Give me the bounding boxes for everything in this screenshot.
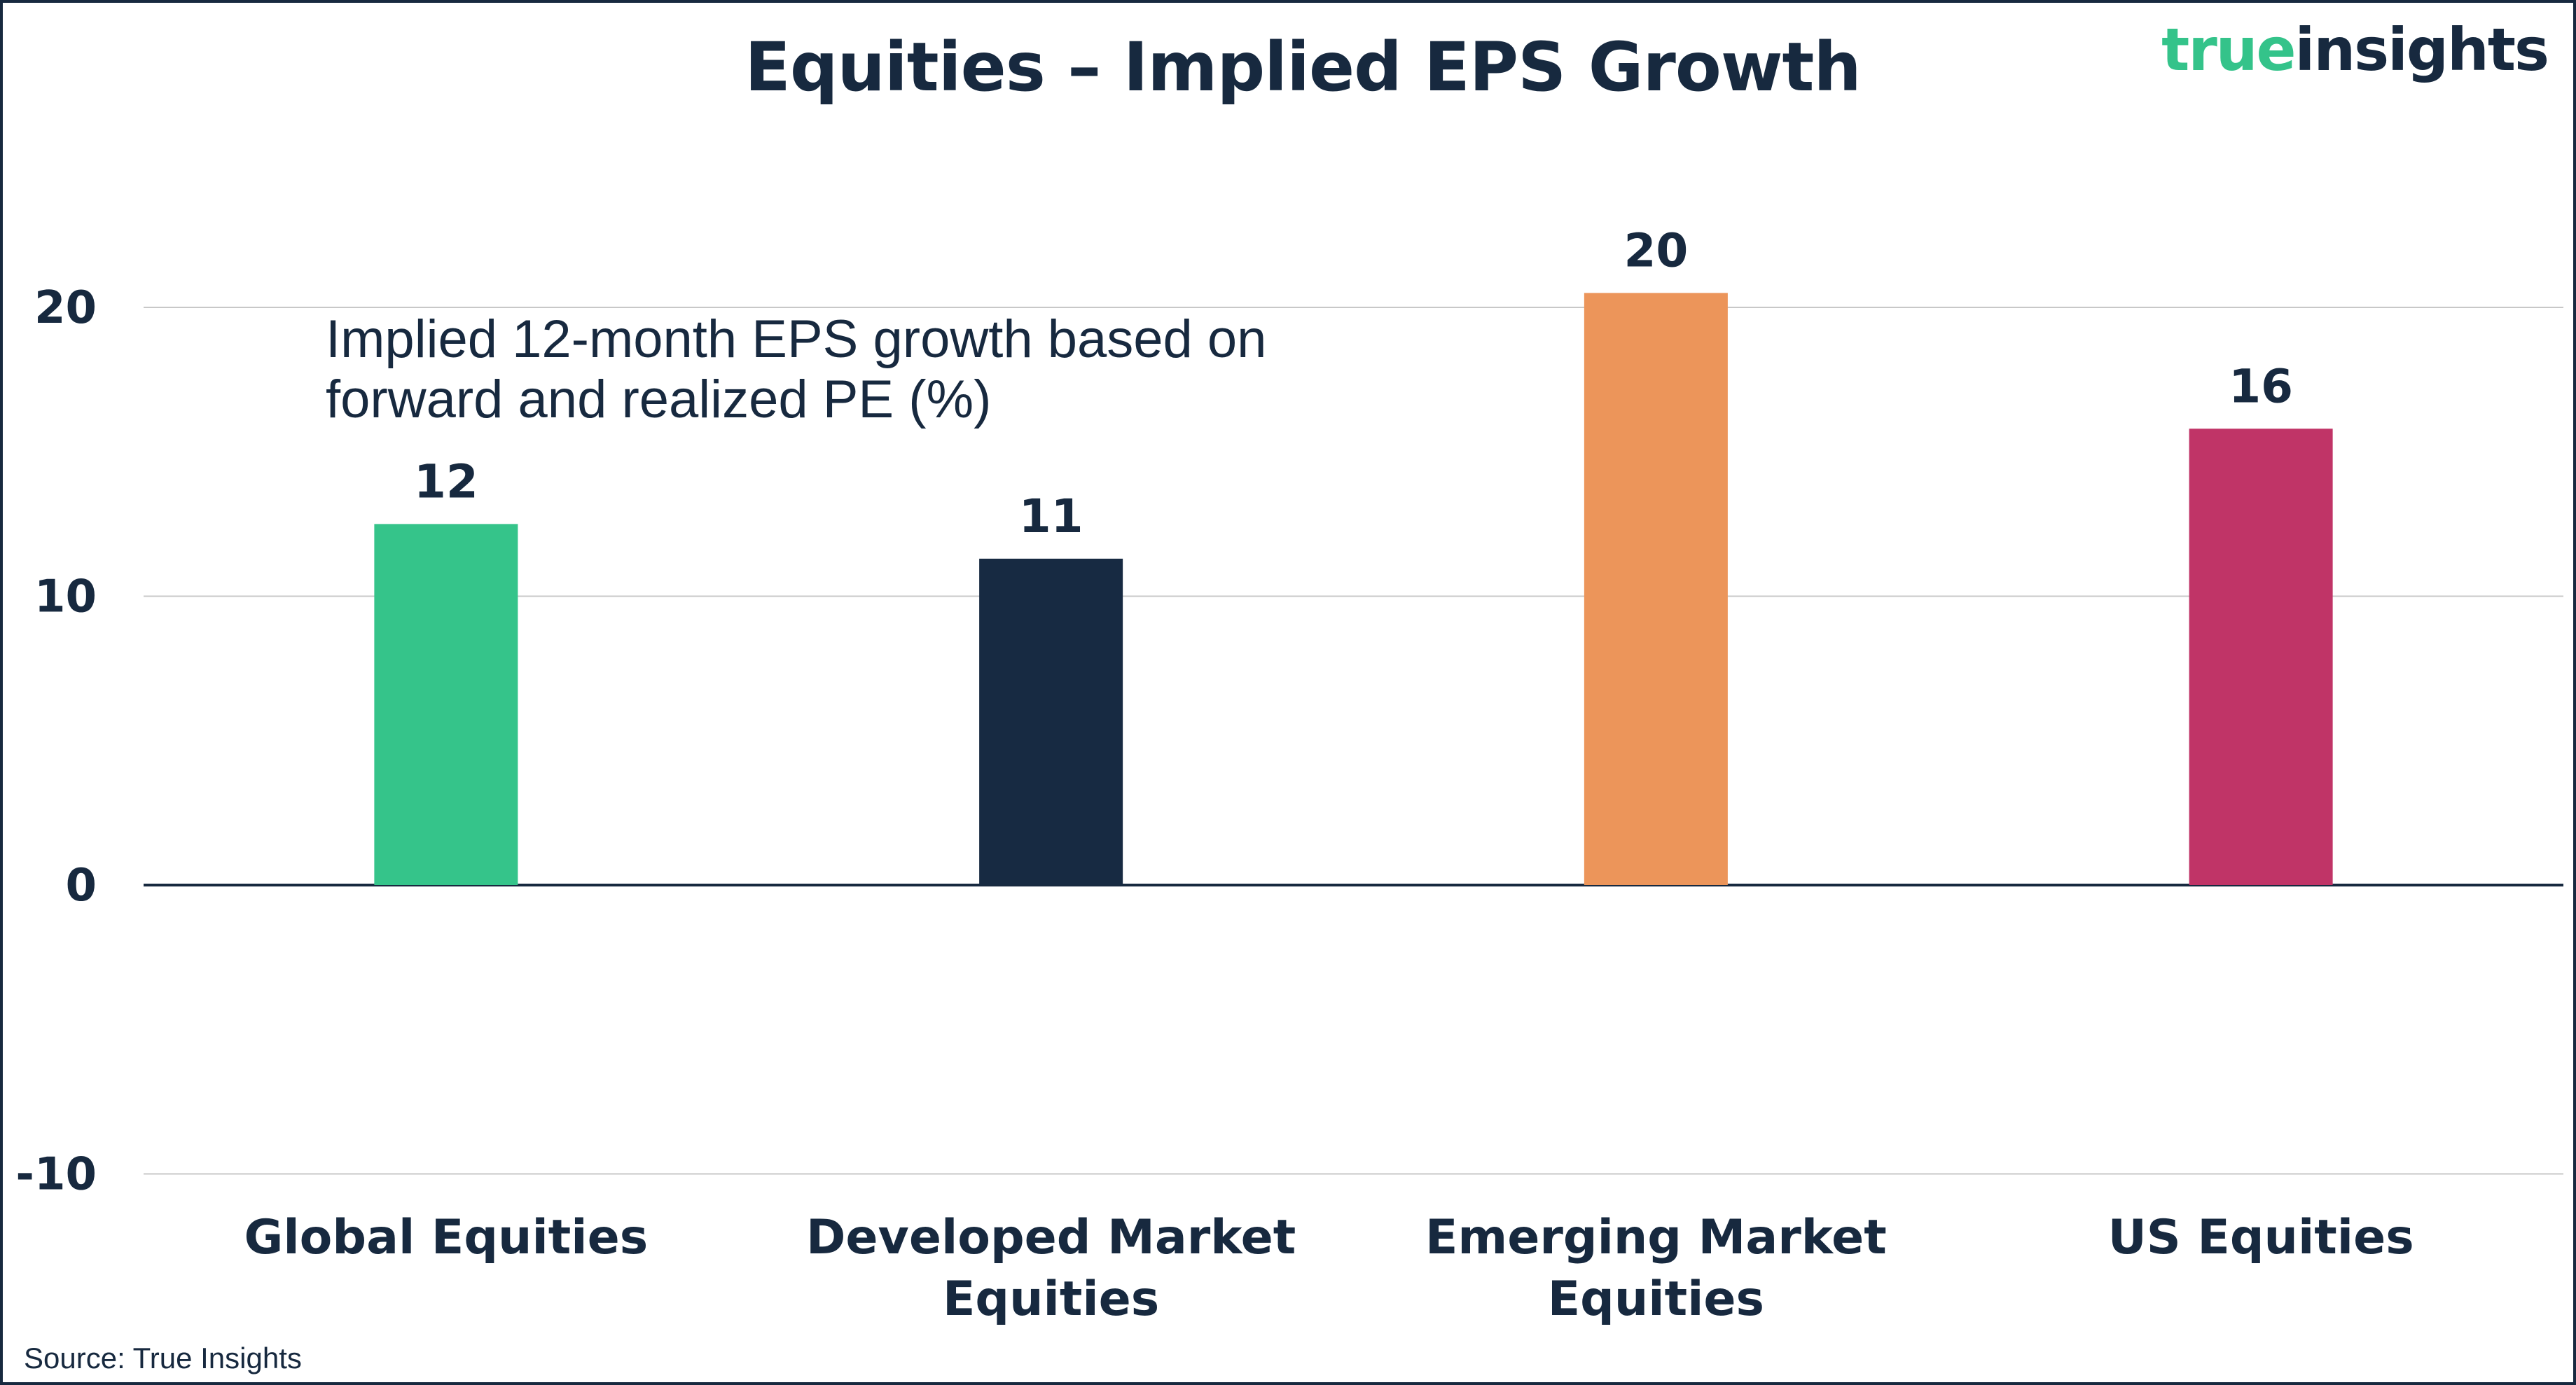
y-tick-label: 0 (65, 860, 97, 912)
y-tick-label: 20 (34, 282, 97, 334)
x-tick-label: Global Equities (244, 1210, 649, 1265)
data-label: 11 (1019, 489, 1083, 543)
bars (374, 293, 2333, 885)
source-note: Source: True Insights (24, 1342, 302, 1374)
chart-annotation: Implied 12-month EPS growth based onforw… (326, 309, 1266, 429)
data-label: 16 (2229, 359, 2293, 413)
y-tick-label: -10 (15, 1149, 97, 1201)
data-label: 12 (414, 454, 478, 508)
y-tick-label: 10 (34, 571, 97, 623)
x-tick-label: Equities (1548, 1272, 1764, 1327)
x-tick-label: Equities (943, 1272, 1159, 1327)
annotation-line: forward and realized PE (%) (326, 370, 991, 429)
bar (1584, 293, 1728, 885)
brand-logo-insights: insights (2294, 15, 2549, 84)
chart-title: Equities – Implied EPS Growth (745, 28, 1861, 106)
x-axis: Global Equities Developed Market Equities E… (244, 1210, 2414, 1327)
x-tick-label: US Equities (2108, 1210, 2414, 1265)
gridlines (144, 307, 2563, 1175)
annotation-line: Implied 12-month EPS growth based on (326, 309, 1266, 369)
bar (2189, 429, 2333, 885)
brand-logo: trueinsights (2161, 15, 2549, 84)
brand-logo-true: true (2161, 15, 2296, 84)
bar (979, 558, 1123, 885)
bar (374, 524, 518, 885)
x-tick-label: Developed Market (806, 1210, 1296, 1265)
x-tick-label: Emerging Market (1425, 1210, 1887, 1265)
data-labels: 12 11 20 16 (414, 223, 2293, 543)
y-axis: 20 10 0 -10 (15, 282, 97, 1201)
data-label: 20 (1623, 223, 1688, 277)
